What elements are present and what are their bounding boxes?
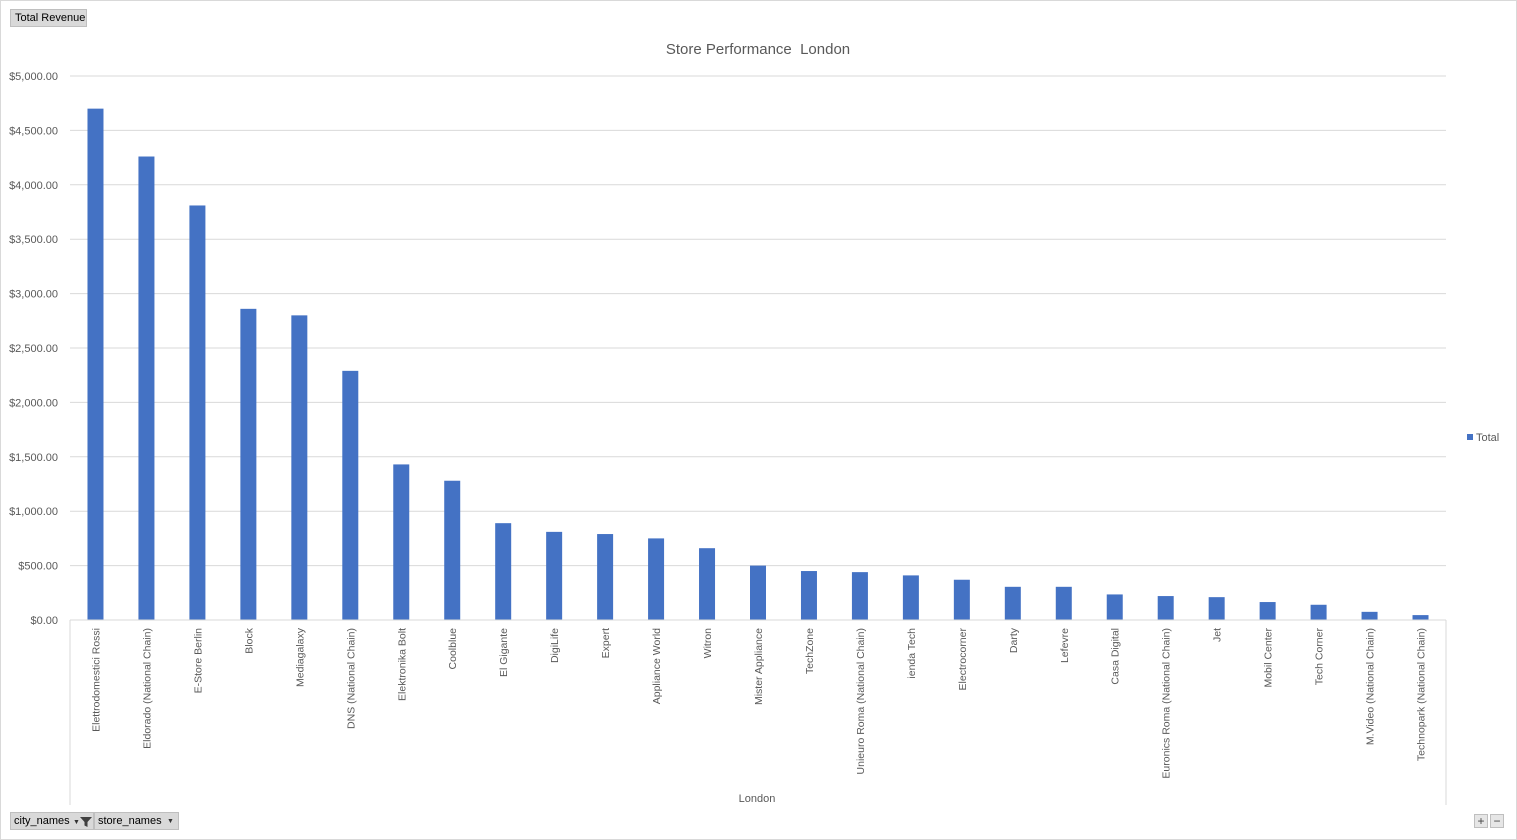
x-tick-label: DigiLife bbox=[549, 628, 561, 663]
y-tick-label: $2,500.00 bbox=[9, 343, 58, 355]
bar bbox=[189, 205, 206, 621]
x-tick-label: Mediagalaxy bbox=[294, 627, 306, 687]
x-tick-label: DNS (National Chain) bbox=[345, 628, 357, 729]
x-tick-label: Witron bbox=[702, 628, 714, 658]
x-tick-label: E-Store Berlin bbox=[192, 628, 204, 694]
y-tick-label: $500.00 bbox=[18, 561, 58, 573]
x-tick-label: Jet bbox=[1212, 628, 1224, 642]
bar bbox=[1004, 586, 1021, 620]
y-tick-label: $4,500.00 bbox=[9, 125, 58, 137]
y-tick-label: $5,000.00 bbox=[9, 71, 58, 83]
city-names-filter-button[interactable]: city_names ▼ bbox=[10, 812, 94, 830]
bar bbox=[291, 315, 308, 620]
x-tick-label: Technopark (National Chain) bbox=[1416, 628, 1428, 761]
y-tick-label: $3,000.00 bbox=[9, 289, 58, 301]
filter-funnel-icon bbox=[80, 817, 92, 827]
legend-label: Total bbox=[1476, 432, 1499, 444]
bar bbox=[1412, 615, 1429, 620]
y-axis: $0.00 $500.00 $1,000.00 $1,500.00 $2,000.00 $… bbox=[9, 71, 58, 627]
chevron-down-icon: ▼ bbox=[73, 819, 80, 826]
bar bbox=[1310, 604, 1327, 620]
bar bbox=[393, 464, 410, 620]
bar bbox=[240, 308, 257, 620]
legend: Total bbox=[1467, 432, 1499, 444]
city-names-label: city_names bbox=[14, 815, 70, 827]
bar bbox=[953, 579, 970, 620]
x-tick-label: Coolblue bbox=[447, 628, 459, 670]
bar bbox=[1055, 586, 1072, 620]
x-tick-label: Block bbox=[243, 627, 255, 653]
bar bbox=[1106, 594, 1123, 620]
bar bbox=[750, 565, 766, 620]
chevron-down-icon: ▼ bbox=[167, 818, 174, 825]
store-names-label: store_names bbox=[98, 815, 162, 827]
bar bbox=[699, 548, 716, 620]
bar bbox=[138, 156, 155, 620]
x-tick-label: Euronics Roma (National Chain) bbox=[1161, 628, 1173, 779]
y-tick-label: $3,500.00 bbox=[9, 234, 58, 246]
bars bbox=[87, 108, 1429, 621]
bar bbox=[546, 531, 563, 620]
x-tick-label: Lefevre bbox=[1059, 628, 1071, 663]
x-tick-label: Eldorado (National Chain) bbox=[141, 628, 153, 749]
x-tick-label: Mister Appliance bbox=[753, 628, 765, 705]
bar bbox=[648, 538, 665, 620]
bar bbox=[342, 370, 359, 620]
pivot-value-field-button[interactable]: Total Revenue bbox=[10, 9, 87, 27]
y-tick-label: $1,000.00 bbox=[9, 506, 58, 518]
x-tick-label: Appliance World bbox=[651, 628, 663, 704]
x-tick-label: Elettrodomestici Rossi bbox=[90, 628, 102, 732]
x-tick-label: El Gigante bbox=[498, 628, 510, 677]
y-tick-label: $0.00 bbox=[30, 615, 58, 627]
x-tick-label: Tech Corner bbox=[1314, 628, 1326, 686]
bar bbox=[597, 534, 614, 620]
x-tick-label: Elektronika Bolt bbox=[396, 628, 408, 701]
chart-title: Store Performance London bbox=[666, 41, 850, 58]
x-axis-title: London bbox=[739, 793, 776, 805]
bar bbox=[87, 108, 104, 620]
bar bbox=[800, 571, 817, 620]
x-tick-label: ienda Tech bbox=[906, 628, 918, 679]
bar bbox=[1208, 597, 1225, 620]
bar bbox=[495, 523, 512, 620]
x-tick-label: TechZone bbox=[804, 628, 816, 674]
pivot-value-field-label: Total Revenue bbox=[15, 12, 86, 24]
zoom-in-button[interactable]: + bbox=[1474, 814, 1488, 828]
y-tick-label: $2,000.00 bbox=[9, 397, 58, 409]
bar bbox=[1361, 611, 1378, 620]
bar bbox=[851, 572, 868, 620]
y-tick-label: $1,500.00 bbox=[9, 452, 58, 464]
x-tick-label: Mobil Center bbox=[1263, 628, 1275, 688]
store-names-filter-button[interactable]: store_names ▼ bbox=[94, 812, 179, 830]
gridlines bbox=[70, 75, 1446, 621]
bar bbox=[1157, 596, 1174, 620]
x-tick-label: M.Video (National Chain) bbox=[1365, 628, 1377, 745]
zoom-out-button[interactable]: − bbox=[1490, 814, 1504, 828]
x-tick-label: Expert bbox=[600, 628, 612, 658]
x-tick-label: Electrocorner bbox=[957, 628, 969, 691]
x-tick-label: Darty bbox=[1008, 627, 1020, 653]
x-tick-label: Unieuro Roma (National Chain) bbox=[855, 628, 867, 774]
x-tick-label: Casa Digital bbox=[1110, 628, 1122, 685]
bar bbox=[902, 575, 919, 620]
legend-swatch bbox=[1467, 434, 1473, 440]
y-tick-label: $4,000.00 bbox=[9, 180, 58, 192]
bar bbox=[1259, 602, 1276, 620]
x-axis: Elettrodomestici Rossi Eldorado (National… bbox=[69, 619, 1447, 805]
bar bbox=[444, 480, 461, 620]
